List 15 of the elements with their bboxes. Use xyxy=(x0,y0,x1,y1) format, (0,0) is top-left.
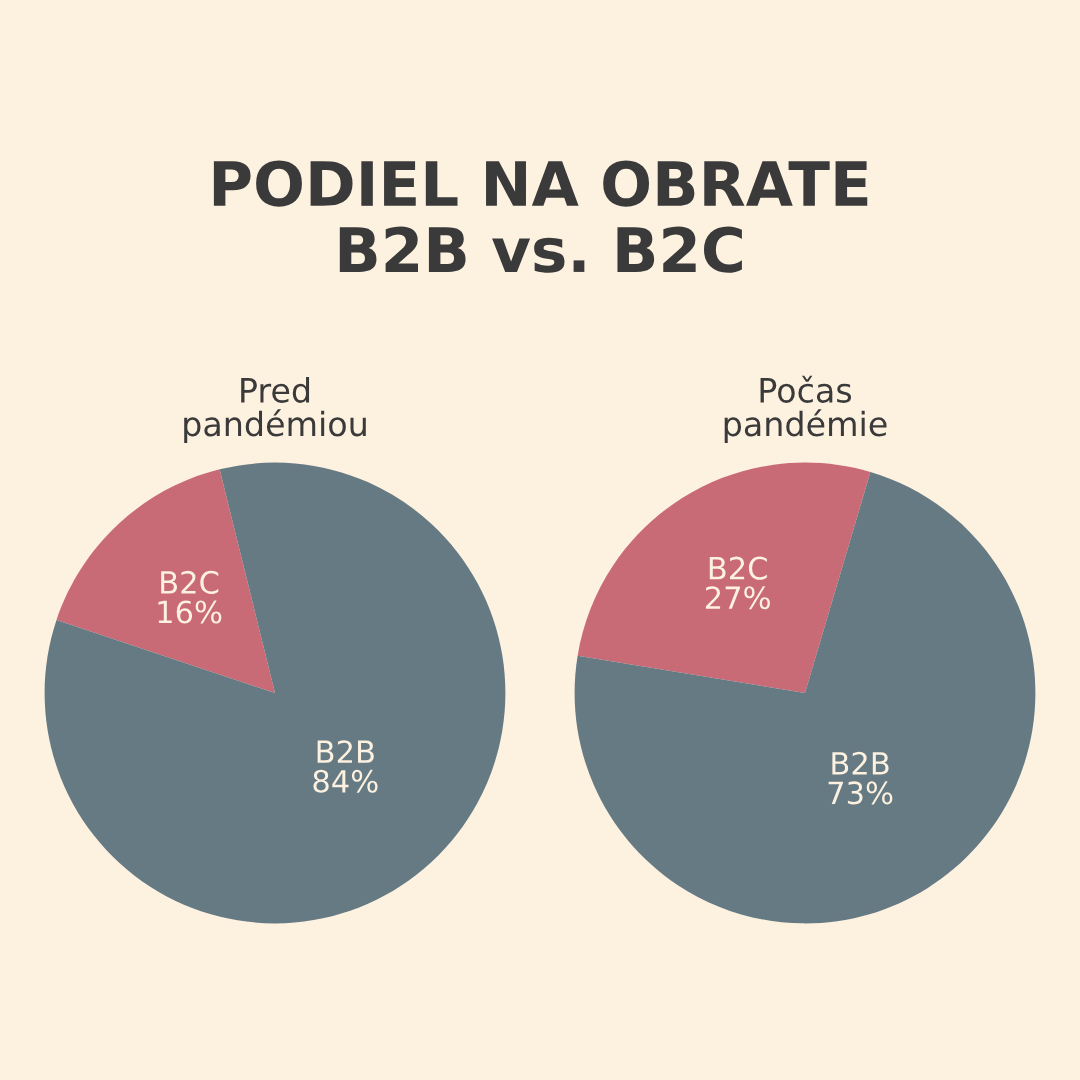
chart-title: PODIEL NA OBRATE B2B vs. B2C xyxy=(213,160,868,273)
chart-subtitle: Počas pandémie xyxy=(724,375,887,443)
slice-label: B2B xyxy=(317,740,374,763)
pie-slice xyxy=(44,462,506,924)
data-label: 27% xyxy=(705,586,770,610)
slice-label: B2B xyxy=(832,751,889,775)
pie-slice xyxy=(56,469,275,693)
slice-label: B2C xyxy=(709,556,767,580)
data-label: 84% xyxy=(313,769,378,793)
data-label: 73% xyxy=(828,781,893,805)
data-label: 16% xyxy=(158,600,222,624)
pie-slice xyxy=(574,472,1036,924)
pie-slice xyxy=(577,462,871,693)
chart-subtitle: Pred pandémiou xyxy=(184,377,366,443)
slice-label: B2C xyxy=(161,570,219,594)
